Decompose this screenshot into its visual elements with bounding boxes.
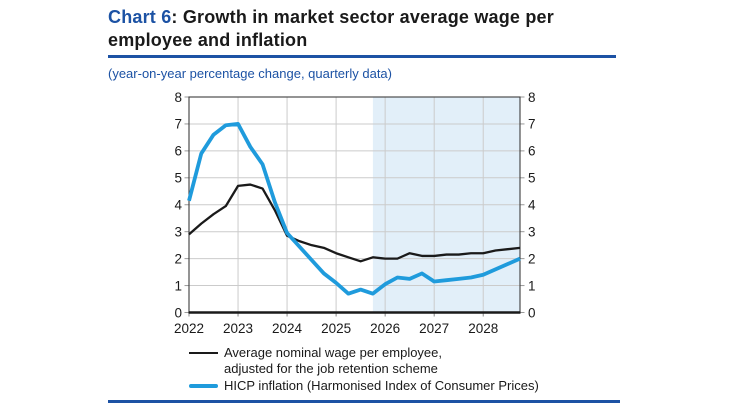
y-axis-label-left: 4 — [174, 198, 182, 213]
hicp-legend-label: HICP inflation (Harmonised Index of Cons… — [224, 378, 539, 394]
wage-legend-line2: adjusted for the job retention scheme — [224, 360, 438, 376]
y-axis-label-right: 4 — [528, 198, 536, 213]
x-axis-label: 2024 — [272, 321, 303, 336]
y-axis-label-right: 5 — [528, 171, 536, 186]
wage-legend-line1: Average nominal wage per employee, — [224, 345, 443, 360]
chart-number: Chart 6 — [108, 7, 172, 27]
y-axis-label-left: 6 — [174, 144, 182, 159]
x-axis-label: 2028 — [468, 321, 498, 336]
y-axis-label-right: 1 — [528, 278, 536, 293]
wage-legend-label: Average nominal wage per employee, adjus… — [224, 345, 442, 376]
hicp-line-swatch — [189, 383, 218, 388]
chart-title: Chart 6: Growth in market sector average… — [108, 6, 624, 52]
hicp-line — [187, 122, 521, 296]
y-axis-label-left: 5 — [174, 171, 182, 186]
y-axis-label-left: 3 — [174, 224, 182, 239]
x-axis-label: 2022 — [174, 321, 204, 336]
y-axis-label-right: 7 — [528, 117, 536, 132]
y-axis-label-right: 6 — [528, 144, 536, 159]
wage-line-swatch — [189, 351, 218, 354]
legend-item-wage: Average nominal wage per employee, adjus… — [189, 345, 442, 376]
bottom-divider-rule — [108, 400, 620, 403]
y-axis-label-left: 2 — [174, 251, 182, 266]
y-axis-label-right: 3 — [528, 224, 536, 239]
y-axis-label-left: 1 — [174, 278, 182, 293]
y-axis-label-left: 8 — [174, 90, 182, 105]
y-axis-label-right: 0 — [528, 305, 536, 320]
y-axis-label-right: 2 — [528, 251, 536, 266]
legend-item-hicp: HICP inflation (Harmonised Index of Cons… — [189, 378, 539, 394]
title-divider-rule — [108, 55, 616, 58]
y-axis-label-right: 8 — [528, 90, 536, 105]
x-axis-label: 2025 — [321, 321, 351, 336]
chart-subtitle: (year-on-year percentage change, quarter… — [108, 66, 392, 81]
x-axis-label: 2026 — [370, 321, 400, 336]
y-axis-label-left: 7 — [174, 117, 182, 132]
x-axis-label: 2023 — [223, 321, 253, 336]
y-axis-label-left: 0 — [174, 305, 182, 320]
chart-title-text: : Growth in market sector average wage p… — [108, 7, 554, 50]
x-axis-label: 2027 — [419, 321, 449, 336]
hicp-legend-line1: HICP inflation (Harmonised Index of Cons… — [224, 378, 539, 393]
wage-line — [188, 183, 521, 263]
